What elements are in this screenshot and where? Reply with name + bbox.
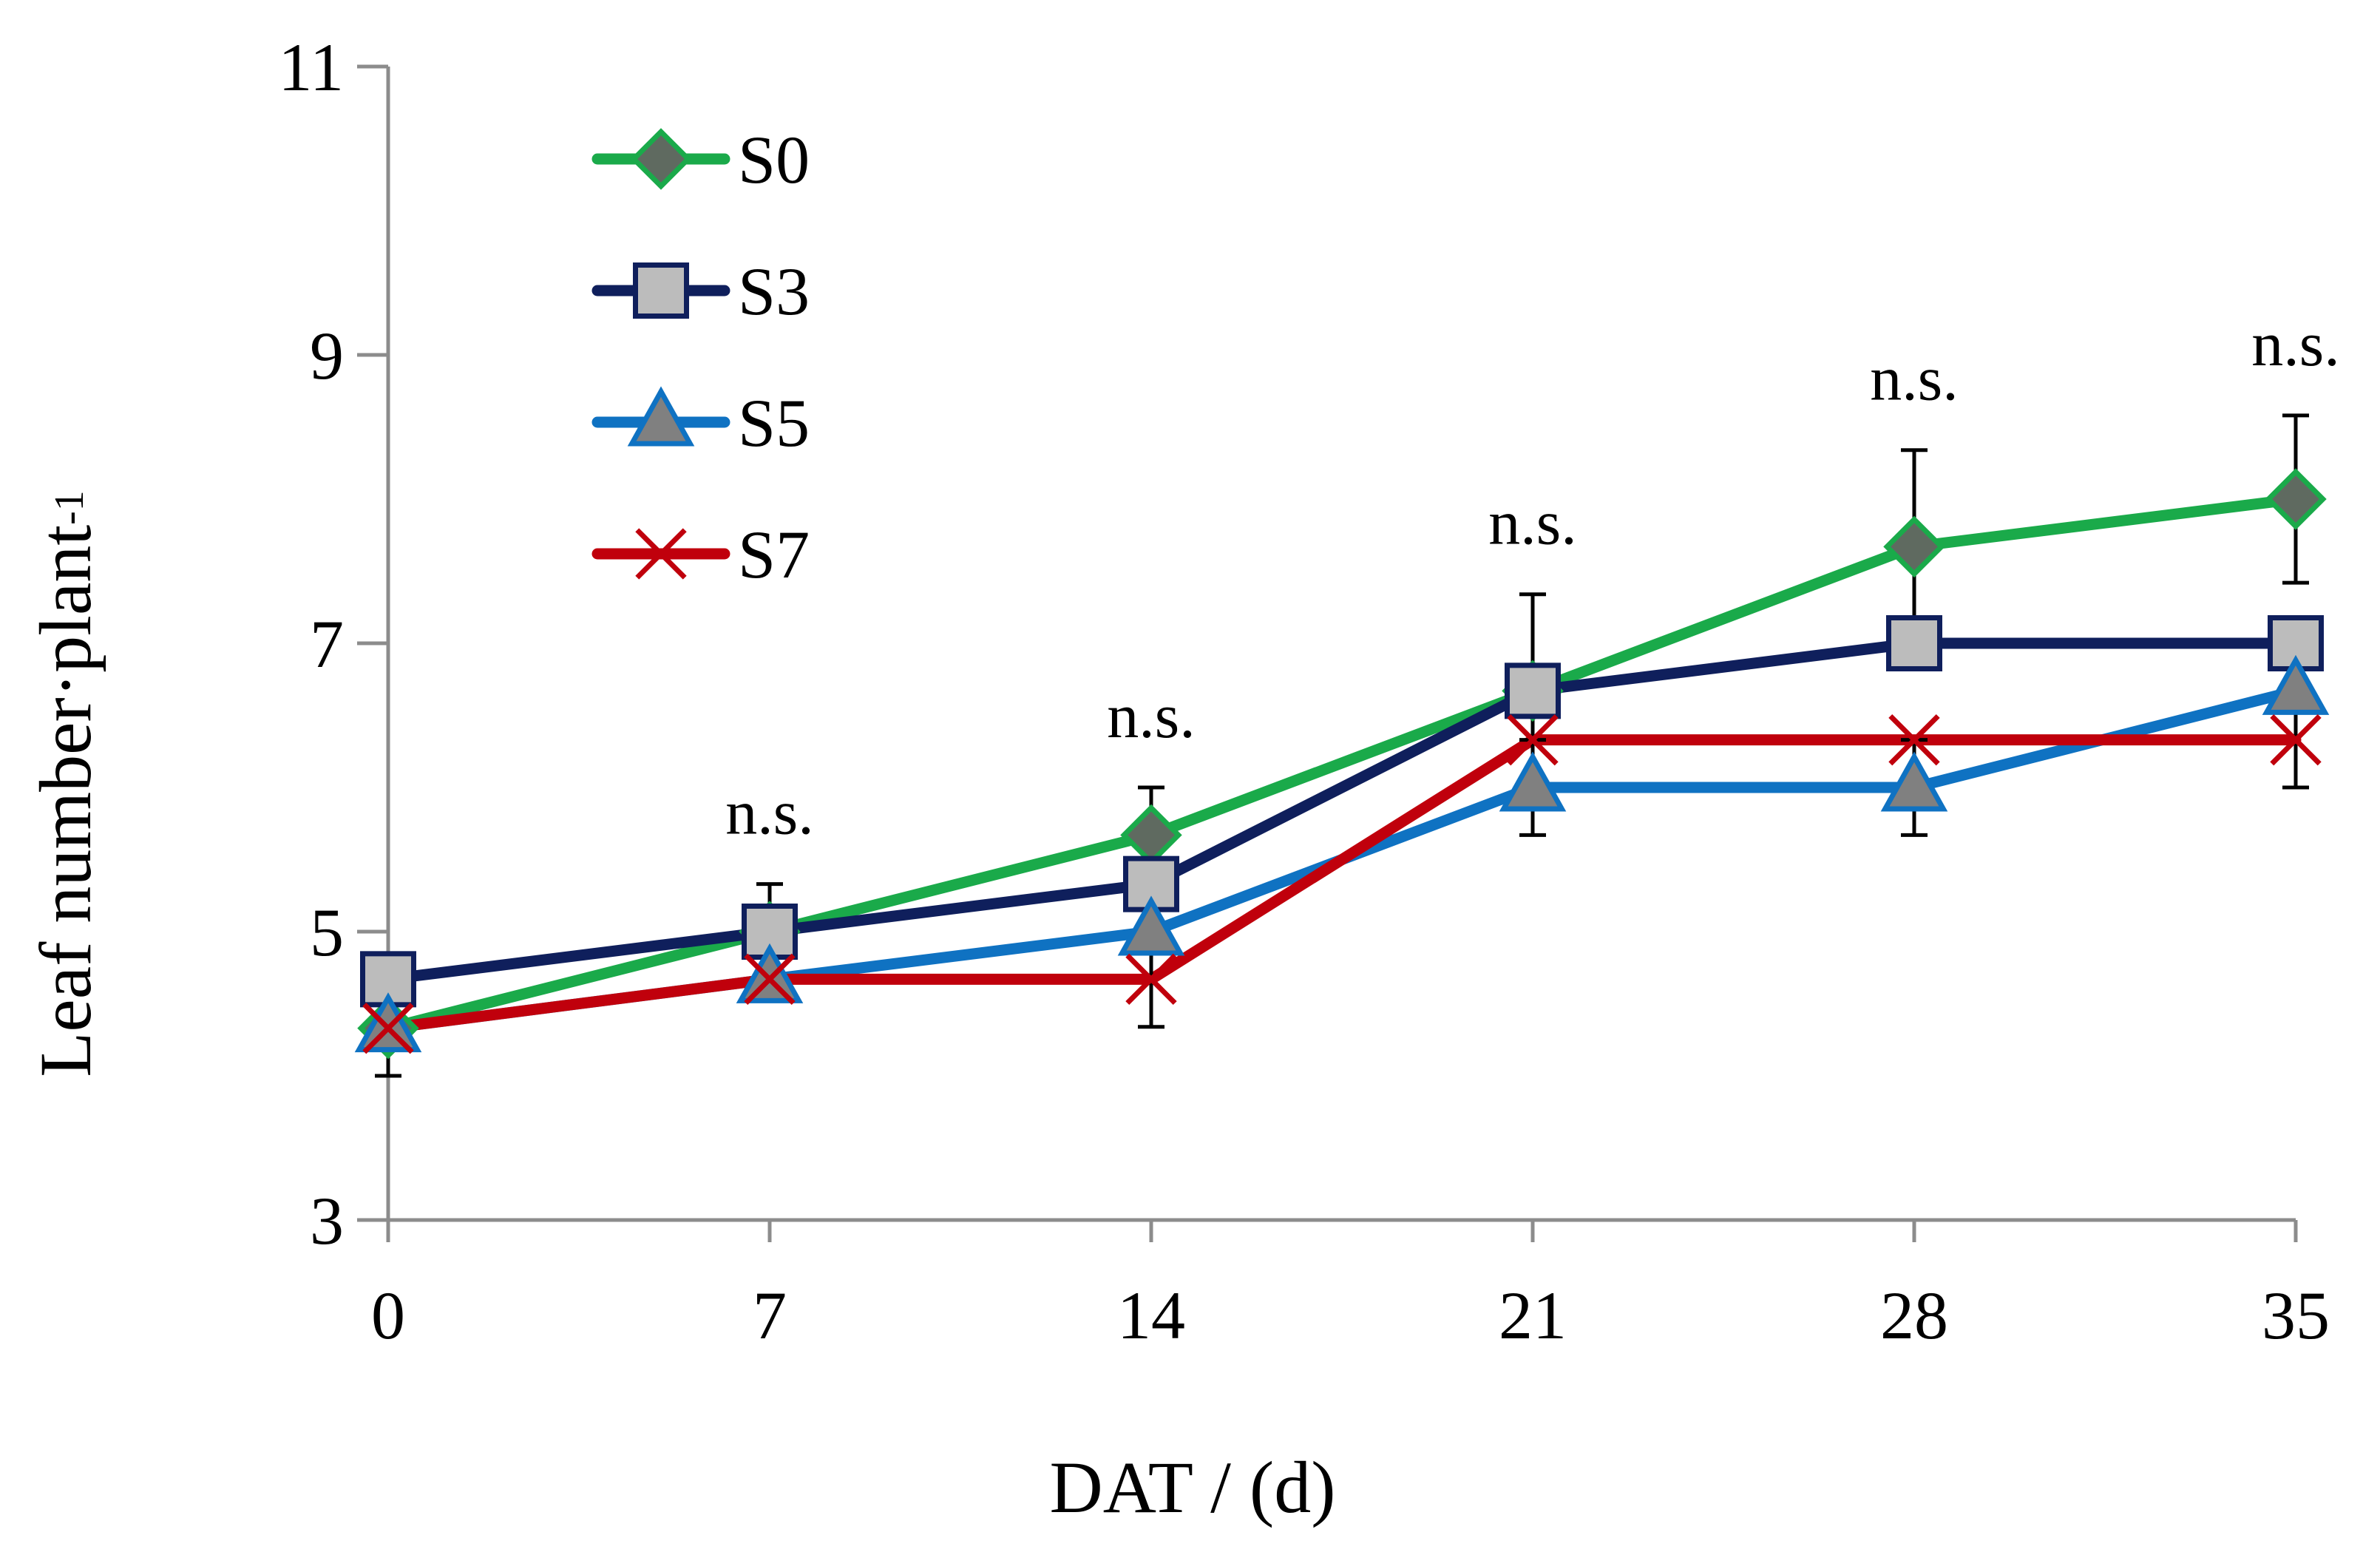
data-point-s0 xyxy=(630,128,692,190)
series-markers xyxy=(354,468,2330,1060)
x-marker-stroke xyxy=(635,528,687,580)
series-lines xyxy=(382,493,2302,1034)
x-axis-title: DAT / (d) xyxy=(1049,1446,1335,1528)
data-point-s7 xyxy=(744,953,796,1006)
series-line-s0 xyxy=(382,493,2302,1034)
ns-annotation: n.s. xyxy=(1107,680,1195,751)
series-line-s7 xyxy=(382,734,2302,1034)
data-point-s7 xyxy=(2270,714,2322,766)
data-point-s7 xyxy=(635,528,687,580)
data-point-s3 xyxy=(1505,663,1561,719)
data-point-s7 xyxy=(362,1002,414,1054)
legend-item-s7: S7 xyxy=(591,517,810,592)
ns-annotation: n.s. xyxy=(1488,487,1576,558)
x-tick-label: 28 xyxy=(1880,1278,1948,1353)
legend: S0 S3 S5 S7 xyxy=(591,122,810,592)
data-point-s7 xyxy=(1125,953,1177,1006)
error-bars xyxy=(375,413,2309,1078)
y-axis-title-group: Leaf number·plant-1 xyxy=(24,490,106,1077)
y-axis-title: Leaf number·plant-1 xyxy=(24,490,106,1077)
y-tick-label: 3 xyxy=(310,1183,344,1258)
x-marker-stroke xyxy=(744,953,796,1006)
x-marker-stroke xyxy=(1888,714,1940,766)
data-point-s3 xyxy=(633,262,689,319)
legend-item-s3: S3 xyxy=(591,254,810,329)
ns-annotation: n.s. xyxy=(725,777,813,848)
x-tick-label: 7 xyxy=(753,1278,787,1353)
x-marker-stroke xyxy=(1507,714,1559,766)
data-point-s5 xyxy=(1499,751,1567,812)
y-tick-label: 11 xyxy=(278,30,344,105)
data-point-s0 xyxy=(1120,804,1182,867)
legend-label: S0 xyxy=(738,122,810,197)
data-point-s5 xyxy=(354,992,422,1053)
legend-item-s0: S0 xyxy=(591,122,810,197)
y-tick-label: 9 xyxy=(310,318,344,393)
significance-annotations: n.s. n.s. n.s. n.s. n.s. xyxy=(725,308,2339,848)
legend-label: S7 xyxy=(738,517,810,592)
data-point-s5 xyxy=(627,386,695,447)
x-marker-stroke xyxy=(362,1002,414,1054)
data-point-s5 xyxy=(1880,751,1948,812)
x-tick-label: 0 xyxy=(371,1278,405,1353)
y-axis-title-superscript: -1 xyxy=(47,490,92,525)
x-marker-stroke xyxy=(1125,953,1177,1006)
x-marker-stroke xyxy=(2270,714,2322,766)
y-tick-label: 5 xyxy=(310,895,344,970)
legend-label: S5 xyxy=(738,385,810,461)
data-point-s0 xyxy=(2265,468,2327,530)
data-point-s0 xyxy=(1883,515,1945,578)
y-tick-labels: 3 5 7 9 11 xyxy=(278,30,344,1258)
y-axis-title-text: Leaf number·plant xyxy=(24,525,106,1077)
legend-item-s5: S5 xyxy=(591,385,810,461)
data-point-s5 xyxy=(1117,895,1185,956)
legend-label: S3 xyxy=(738,254,810,329)
x-tick-label: 21 xyxy=(1499,1278,1567,1353)
data-point-s5 xyxy=(2262,654,2330,715)
series-line-s3 xyxy=(382,637,2302,985)
data-point-s3 xyxy=(1886,615,1942,671)
data-point-s7 xyxy=(1507,714,1559,766)
y-tick-label: 7 xyxy=(310,606,344,682)
x-tick-label: 35 xyxy=(2262,1278,2330,1353)
ns-annotation: n.s. xyxy=(1870,343,1958,414)
ns-annotation: n.s. xyxy=(2251,308,2339,379)
x-tick-label: 14 xyxy=(1117,1278,1185,1353)
data-point-s5 xyxy=(736,943,804,1003)
data-point-s7 xyxy=(1888,714,1940,766)
axes xyxy=(357,64,2298,1242)
x-tick-labels: 0 7 14 21 28 35 xyxy=(371,1278,2330,1353)
